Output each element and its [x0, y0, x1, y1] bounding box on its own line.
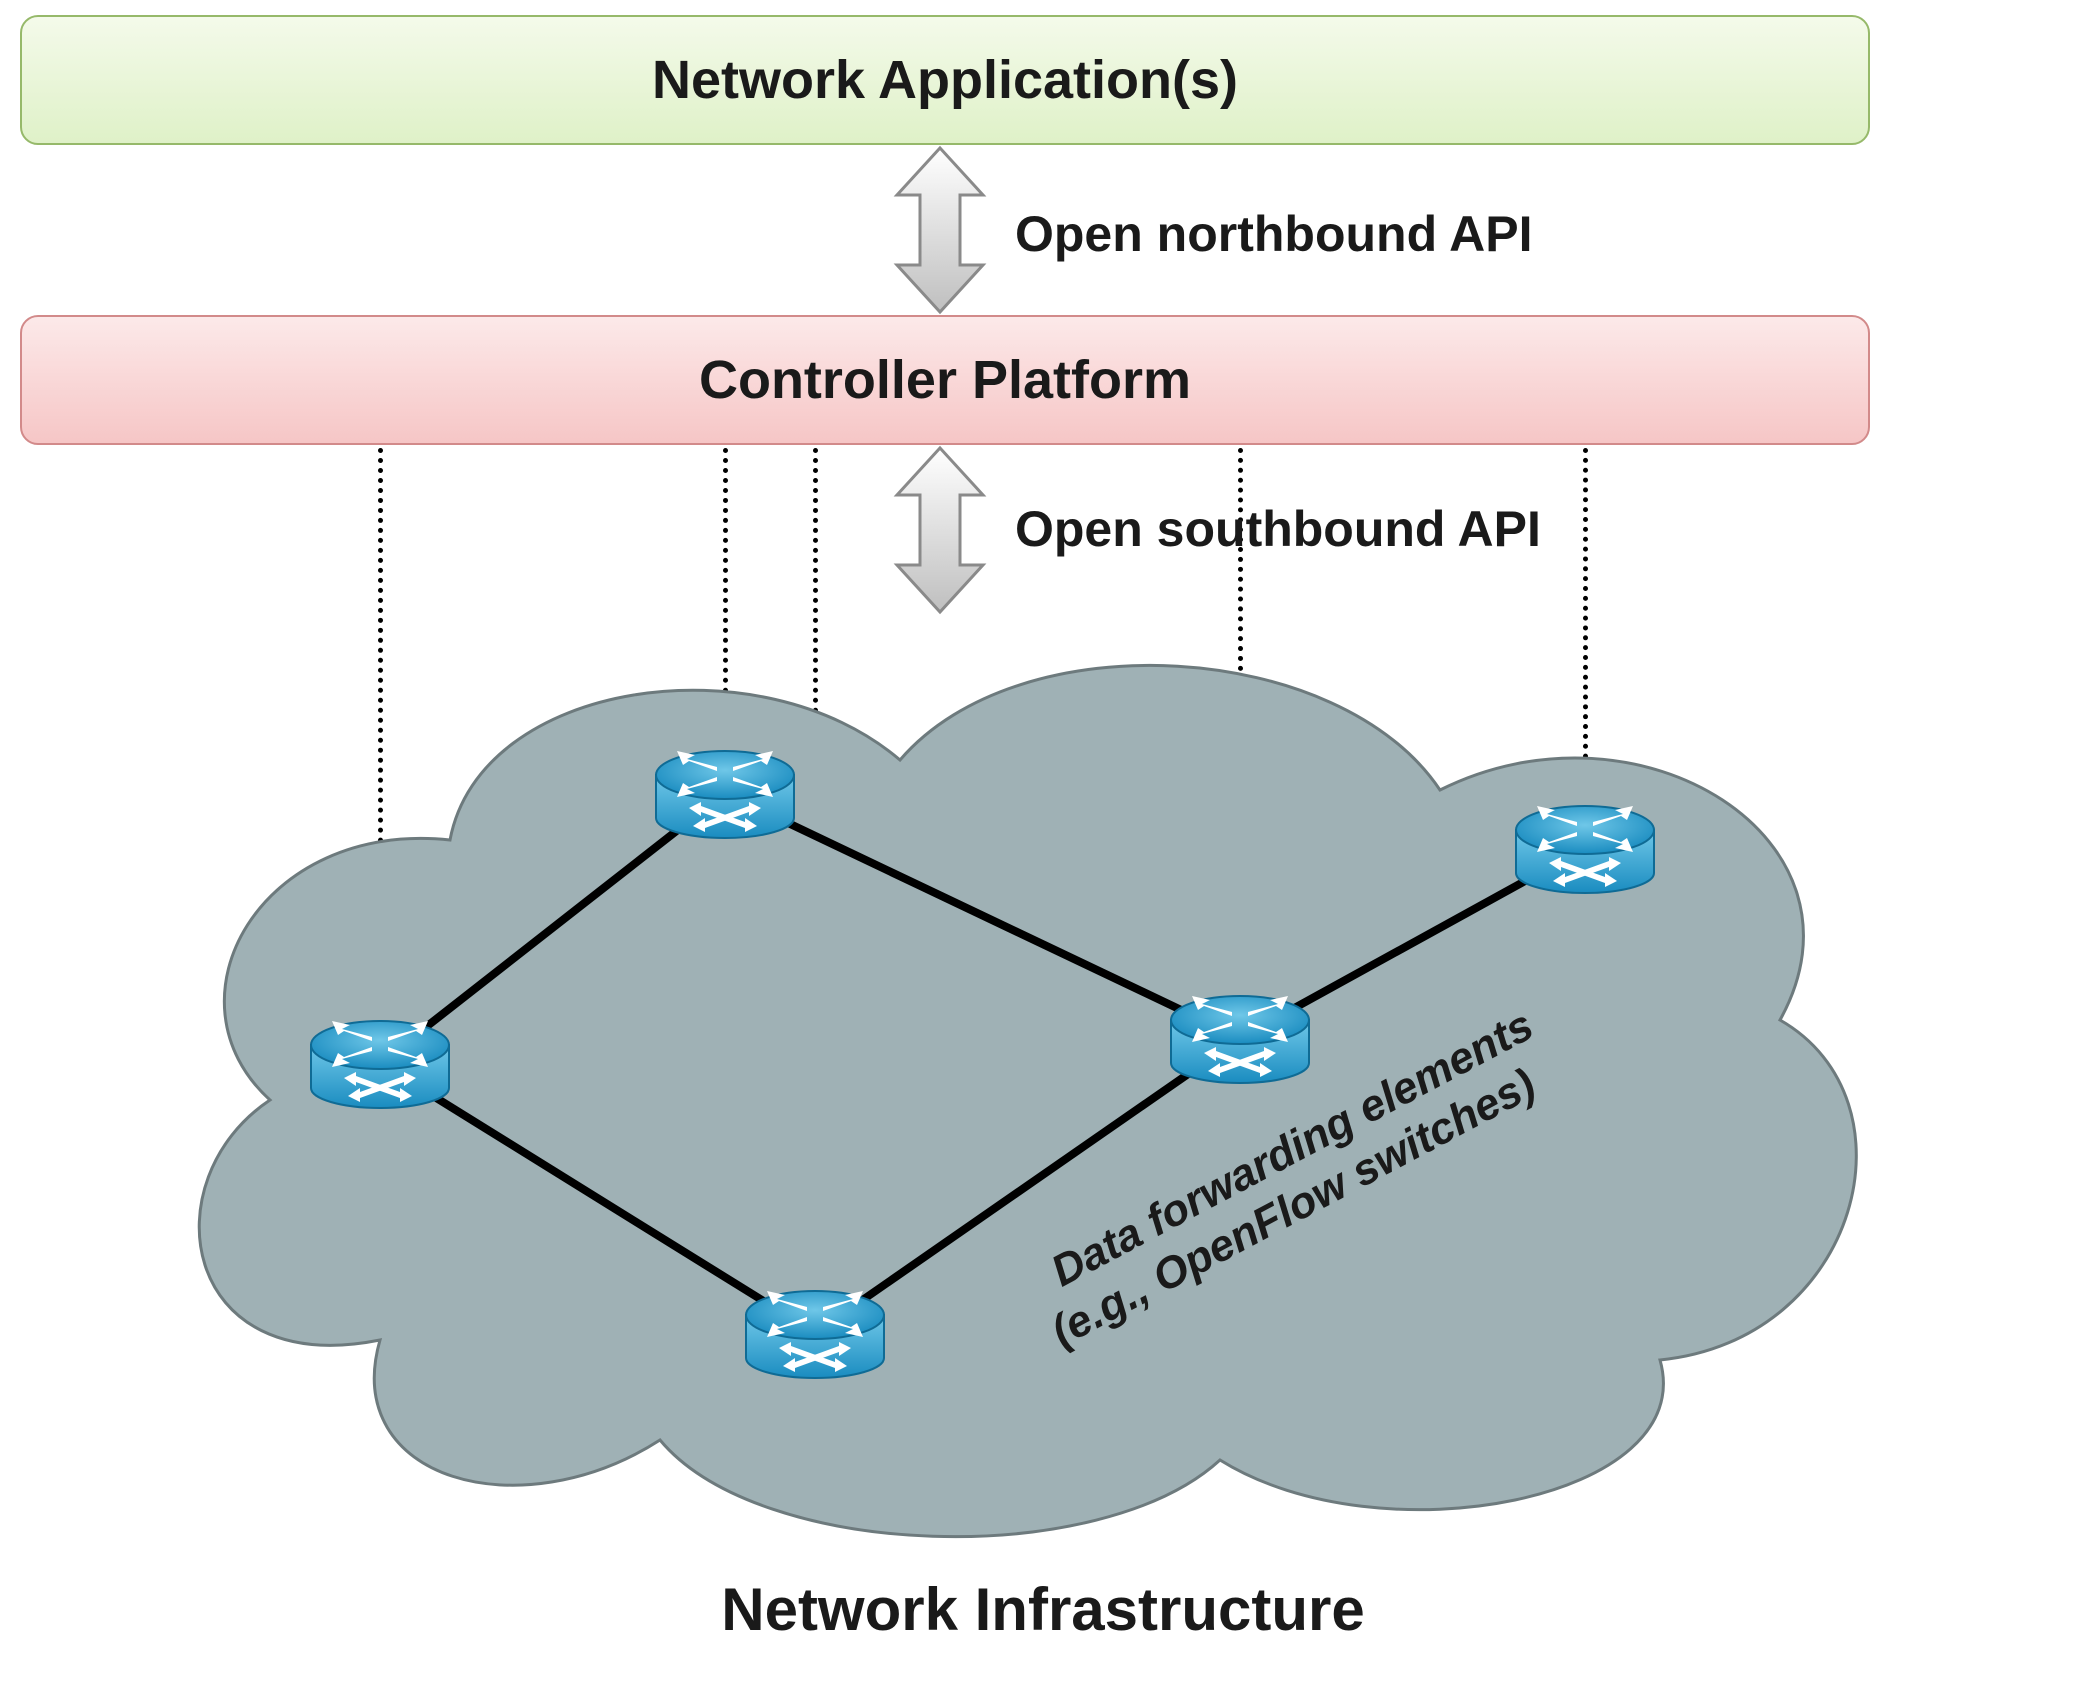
- controller-layer-box: Controller Platform: [20, 315, 1870, 445]
- southbound-api-label: Open southbound API: [1015, 500, 1541, 558]
- controller-label: Controller Platform: [699, 349, 1191, 411]
- router-icon: [740, 1285, 890, 1380]
- diagram-canvas: Network Application(s) Open northbound A…: [0, 0, 2086, 1683]
- router-icon: [1165, 990, 1315, 1085]
- southbound-arrow-icon: [893, 445, 987, 615]
- router-icon: [650, 745, 800, 840]
- northbound-api-label: Open northbound API: [1015, 205, 1533, 263]
- router-icon: [305, 1015, 455, 1110]
- infrastructure-title: Network Infrastructure: [0, 1575, 2086, 1644]
- applications-layer-box: Network Application(s): [20, 15, 1870, 145]
- applications-label: Network Application(s): [652, 49, 1238, 111]
- router-icon: [1510, 800, 1660, 895]
- northbound-arrow-icon: [893, 145, 987, 315]
